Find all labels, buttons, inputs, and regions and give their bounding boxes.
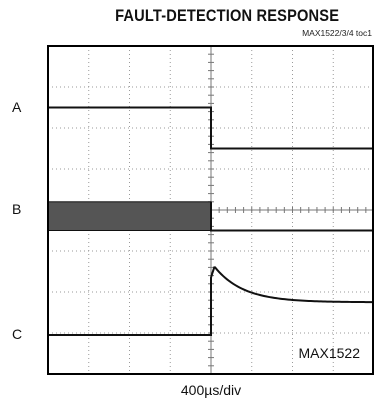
trace-channel-a (48, 106, 374, 150)
trace-channel-b-switching (47, 201, 212, 232)
watermark-label: MAX1522 (299, 345, 361, 361)
timebase-label: 400µs/div (180, 382, 242, 398)
traces (47, 106, 374, 337)
trace-channel-c (48, 266, 374, 337)
channel-label-b: B (12, 201, 22, 217)
plot-frame (47, 45, 374, 375)
chart-title: FAULT-DETECTION RESPONSE (115, 6, 340, 25)
figure-reference: MAX1522/3/4 toc1 (302, 28, 372, 38)
channel-label-c: C (12, 326, 23, 343)
channel-label-a: A (12, 98, 22, 115)
trace-channel-b (210, 201, 374, 232)
